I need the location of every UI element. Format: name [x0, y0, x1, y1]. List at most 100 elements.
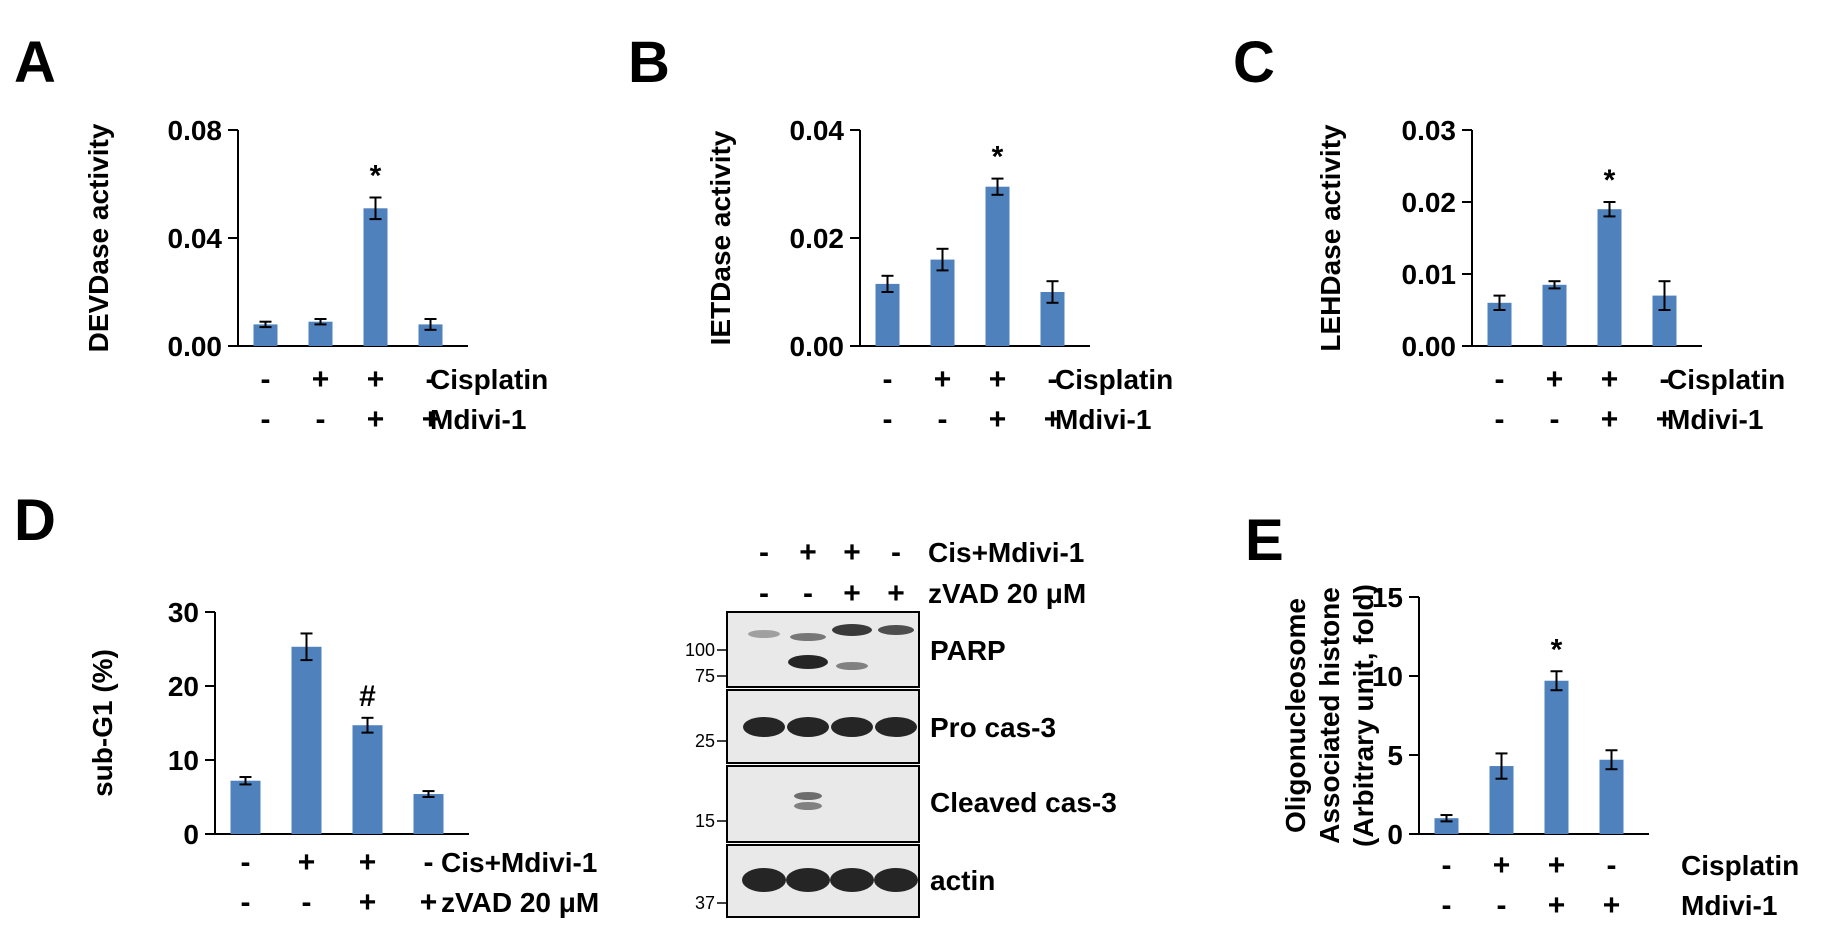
condition-sign: + — [989, 363, 1007, 396]
condition-sign: - — [883, 363, 893, 396]
condition-sign: - — [1048, 363, 1058, 396]
condition-sign: + — [359, 886, 377, 919]
significance-mark: * — [1551, 633, 1563, 666]
blot-band — [788, 655, 828, 669]
condition-label: Cisplatin — [1681, 850, 1799, 881]
condition-sign: - — [424, 846, 434, 879]
blot-band — [832, 624, 872, 636]
bar — [352, 725, 383, 834]
lane-sign: - — [891, 536, 901, 569]
y-axis-label: sub-G1 (%) — [87, 649, 118, 797]
bar — [875, 283, 900, 346]
bar — [1544, 680, 1569, 834]
mw-marker: 75 — [695, 666, 715, 686]
condition-sign: - — [426, 363, 436, 396]
y-tick-label: 10 — [1372, 661, 1403, 692]
y-tick-label: 0.00 — [168, 331, 223, 362]
mw-marker: 15 — [695, 811, 715, 831]
lane-condition-label: Cis+Mdivi-1 — [928, 537, 1084, 568]
condition-sign: + — [298, 846, 316, 879]
condition-sign: + — [420, 886, 438, 919]
condition-sign: - — [1550, 403, 1560, 436]
blot-label: Cleaved cas-3 — [930, 787, 1117, 818]
y-axis-label: LEHDase activity — [1315, 124, 1346, 352]
condition-sign: + — [312, 363, 330, 396]
blot-band — [748, 630, 780, 638]
lane-sign: - — [759, 536, 769, 569]
condition-label: Cisplatin — [1667, 364, 1785, 395]
bar — [930, 259, 955, 346]
chart-e: 0 5 10 15 Oligonucleosome Associated histone(… — [1280, 582, 1799, 922]
condition-label: Cisplatin — [430, 364, 548, 395]
bar — [291, 646, 322, 834]
condition-sign: - — [1497, 889, 1507, 922]
blot-band — [790, 633, 826, 641]
condition-sign: - — [261, 403, 271, 436]
y-tick-label: 0.04 — [790, 115, 845, 146]
lane-sign: + — [843, 536, 861, 569]
bar — [1599, 759, 1624, 834]
panel-label-d: D — [14, 488, 56, 553]
condition-sign: - — [316, 403, 326, 436]
y-axis-label-line: Associated histone — [1314, 587, 1345, 844]
condition-sign: + — [1601, 363, 1619, 396]
condition-sign: - — [1442, 889, 1452, 922]
blot-band — [830, 868, 874, 892]
blot-label: PARP — [930, 635, 1006, 666]
y-tick-label: 0.03 — [1402, 115, 1457, 146]
condition-sign: + — [934, 363, 952, 396]
condition-label: zVAD 20 μM — [441, 887, 599, 918]
condition-sign: - — [1495, 363, 1505, 396]
blot-band — [878, 625, 914, 635]
y-tick-label: 0.01 — [1402, 259, 1457, 290]
bar — [413, 794, 444, 834]
blot-band — [794, 792, 822, 800]
condition-sign: + — [1656, 403, 1674, 436]
y-tick-label: 5 — [1387, 740, 1403, 771]
chart-a: 0.00 0.04 0.08 DEVDase activity - - + - * + + - + Cis… — [83, 115, 548, 436]
condition-sign: - — [1495, 403, 1505, 436]
condition-label: Mdivi-1 — [1667, 404, 1763, 435]
condition-sign: + — [1546, 363, 1564, 396]
lane-sign: - — [803, 577, 813, 610]
significance-mark: # — [359, 680, 376, 713]
significance-mark: * — [992, 141, 1004, 174]
mw-marker: 100 — [685, 640, 715, 660]
y-tick-label: 0.02 — [1402, 187, 1457, 218]
y-axis-label-line: (Arbitrary unit, fold) — [1348, 584, 1379, 847]
condition-sign: + — [359, 846, 377, 879]
y-tick-label: 0.00 — [1402, 331, 1457, 362]
y-tick-label: 0 — [1387, 819, 1403, 850]
condition-label: Mdivi-1 — [1055, 404, 1151, 435]
condition-sign: + — [1548, 849, 1566, 882]
y-tick-label: 15 — [1372, 582, 1403, 613]
y-tick-label: 10 — [168, 745, 199, 776]
bar — [253, 324, 278, 346]
panel-label-b: B — [628, 30, 670, 95]
bar — [985, 186, 1010, 346]
panel-label-e: E — [1245, 508, 1284, 573]
y-tick-label: 30 — [168, 597, 199, 628]
blot-band — [742, 868, 786, 892]
y-axis-label-line: Oligonucleosome — [1280, 598, 1311, 833]
condition-sign: + — [1603, 889, 1621, 922]
condition-sign: - — [261, 363, 271, 396]
condition-sign: + — [1601, 403, 1619, 436]
y-tick-label: 0.08 — [168, 115, 223, 146]
lane-condition-label: zVAD 20 μM — [928, 578, 1086, 609]
blot-label: actin — [930, 865, 995, 896]
condition-label: Cis+Mdivi-1 — [441, 847, 597, 878]
blot-band — [831, 717, 873, 737]
condition-sign: - — [938, 403, 948, 436]
condition-sign: + — [1493, 849, 1511, 882]
condition-sign: + — [1044, 403, 1062, 436]
lane-sign: + — [887, 577, 905, 610]
blot-band — [786, 868, 830, 892]
blot-band — [743, 717, 785, 737]
significance-mark: * — [370, 160, 382, 193]
condition-label: Mdivi-1 — [430, 404, 526, 435]
condition-label: Cisplatin — [1055, 364, 1173, 395]
bar — [1542, 284, 1567, 346]
